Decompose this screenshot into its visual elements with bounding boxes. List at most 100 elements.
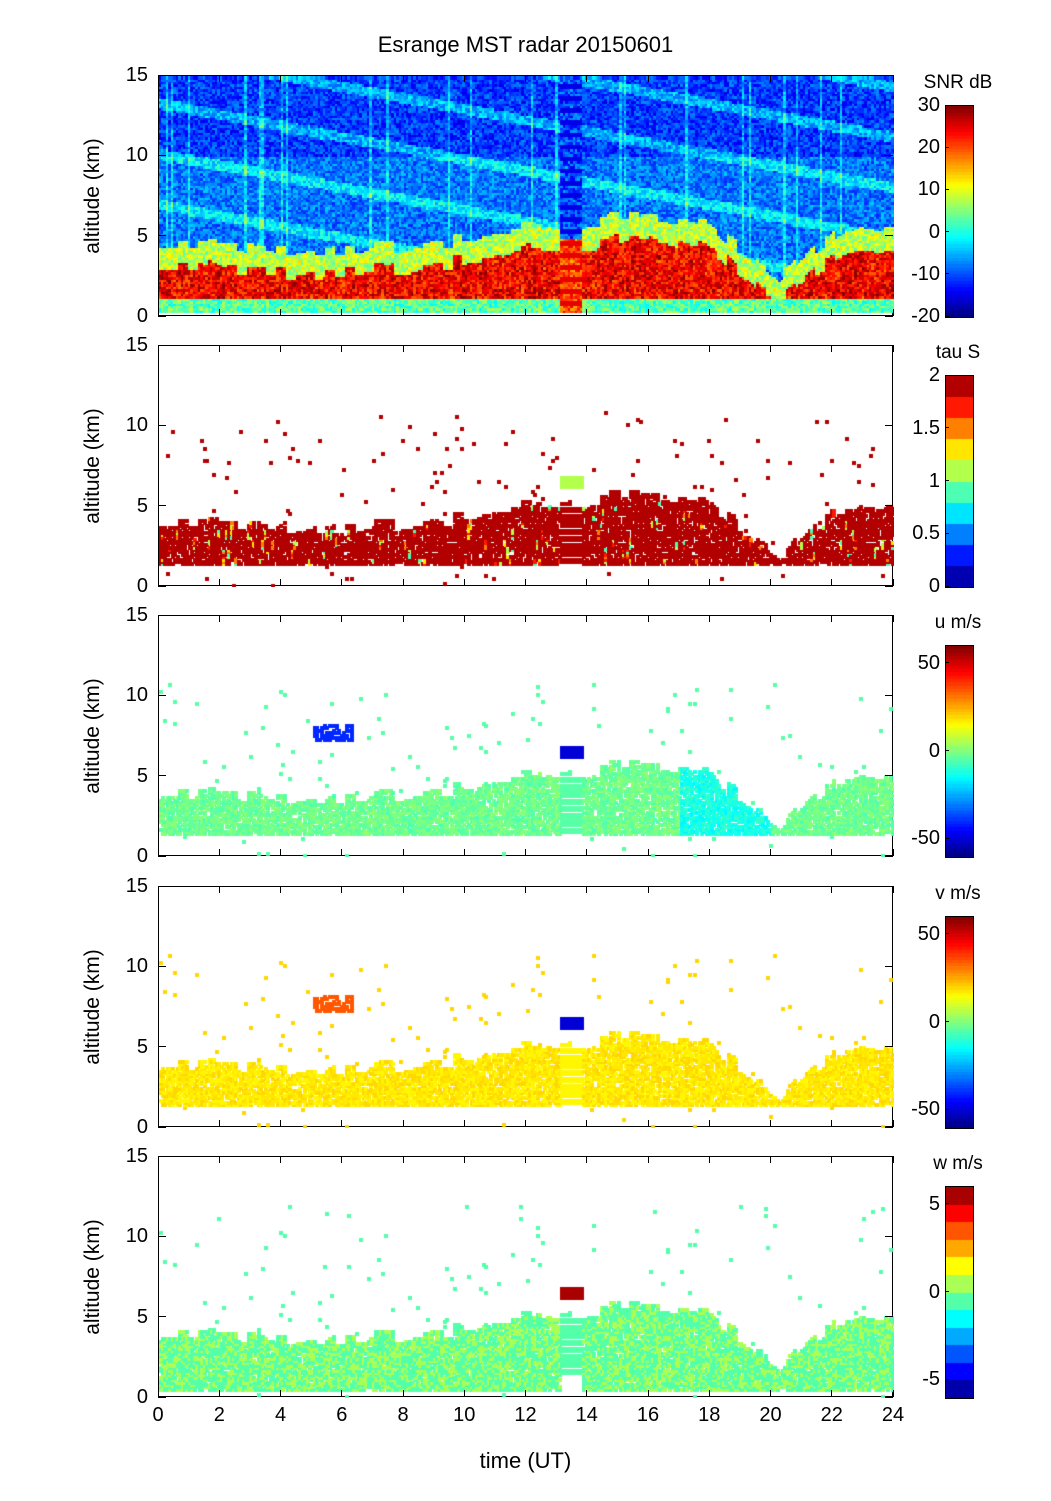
colorbar-tick — [945, 273, 949, 275]
y-tick-right — [885, 585, 893, 587]
y-tick — [158, 965, 166, 967]
x-tick-top — [402, 75, 404, 82]
y-tick — [158, 614, 166, 616]
x-tick-top — [892, 886, 894, 893]
x-tick-top — [647, 345, 649, 352]
y-tick-right — [885, 1235, 893, 1237]
x-tick-top — [525, 345, 526, 352]
x-tick — [770, 309, 771, 316]
x-tick-label: 12 — [514, 1404, 537, 1426]
colorbar-tick-label: -50 — [911, 1098, 940, 1121]
x-tick-top — [586, 75, 588, 82]
y-tick — [158, 1316, 166, 1318]
colorbar-label: w m/s — [933, 1153, 983, 1174]
colorbar-tick-label: 0 — [928, 575, 940, 597]
y-tick-right — [885, 315, 893, 317]
y-axis-label: altitude (km) — [81, 137, 104, 254]
colorbar-tick-label: -20 — [911, 305, 940, 327]
x-tick-label: 22 — [820, 1404, 843, 1426]
x-tick-top — [341, 1156, 343, 1163]
y-tick — [158, 1235, 166, 1237]
x-tick-top — [341, 75, 343, 82]
x-tick-top — [892, 1156, 894, 1163]
x-tick-top — [218, 886, 220, 893]
x-tick — [463, 309, 465, 316]
x-tick — [586, 309, 588, 316]
x-tick-top — [647, 615, 649, 622]
colorbar-tick-label: -50 — [911, 827, 940, 850]
y-tick-label: 10 — [125, 144, 148, 167]
x-tick-top — [831, 615, 833, 622]
colorbar-tick — [945, 1378, 949, 1380]
x-tick-top — [341, 345, 343, 352]
y-tick — [158, 775, 166, 777]
x-tick — [770, 579, 771, 586]
y-tick-label: 0 — [136, 1116, 148, 1138]
x-tick-top — [770, 75, 771, 82]
y-tick-label: 15 — [125, 1145, 148, 1167]
x-tick — [892, 579, 894, 586]
y-tick-label: 10 — [125, 1225, 148, 1248]
x-tick-top — [525, 615, 526, 622]
colorbar-tick-label: -10 — [911, 262, 940, 285]
y-tick-label: 0 — [136, 845, 148, 867]
x-tick-top — [708, 75, 710, 82]
x-tick — [892, 1390, 894, 1397]
y-axis-label: altitude (km) — [81, 948, 104, 1065]
y-tick — [158, 505, 166, 507]
x-tick-label: 2 — [213, 1404, 225, 1426]
x-tick — [831, 309, 833, 316]
y-tick — [158, 1396, 166, 1398]
x-tick — [280, 1120, 281, 1127]
y-tick-label: 5 — [136, 224, 148, 247]
x-tick-top — [770, 886, 771, 893]
y-tick-label: 15 — [125, 334, 148, 356]
colorbar-label: u m/s — [934, 612, 982, 633]
heatmap-tau — [159, 346, 894, 587]
x-tick-top — [708, 615, 710, 622]
colorbar-tick-label: 1 — [928, 469, 940, 492]
colorbar-tau — [945, 375, 974, 588]
colorbar-tick — [945, 662, 949, 664]
colorbar-tick-label: 30 — [917, 94, 940, 116]
y-tick-label: 5 — [136, 1305, 148, 1328]
colorbar-tick-label: -5 — [922, 1368, 940, 1391]
x-tick-label: 8 — [397, 1404, 409, 1426]
y-tick-right — [885, 694, 893, 696]
x-tick — [708, 849, 710, 856]
colorbar-tick — [945, 1021, 949, 1022]
y-tick — [158, 885, 166, 887]
x-tick-top — [708, 886, 710, 893]
x-tick — [157, 849, 159, 856]
panel-w — [158, 1156, 894, 1398]
x-tick-top — [647, 1156, 649, 1163]
colorbar-tick — [945, 1203, 949, 1205]
x-tick — [341, 849, 343, 856]
x-tick-top — [218, 75, 220, 82]
colorbar-tick — [945, 104, 949, 106]
x-tick — [647, 849, 649, 856]
x-tick-top — [892, 345, 894, 352]
colorbar-tick — [945, 231, 949, 233]
x-tick — [586, 579, 588, 586]
x-tick — [218, 1390, 220, 1397]
y-tick-label: 15 — [125, 604, 148, 626]
y-tick — [158, 74, 166, 76]
y-axis-label: altitude (km) — [81, 677, 104, 794]
x-tick-top — [218, 1156, 220, 1163]
heatmap-v — [159, 887, 894, 1128]
colorbar-u — [945, 645, 974, 858]
x-tick-top — [525, 1156, 526, 1163]
x-tick — [770, 1120, 771, 1127]
y-tick — [158, 315, 166, 317]
x-tick-top — [770, 1156, 771, 1163]
y-tick — [158, 235, 166, 237]
x-tick-top — [831, 886, 833, 893]
colorbar-tick-label: 0 — [928, 739, 940, 762]
x-tick — [280, 849, 281, 856]
colorbar-tick-label: 5 — [928, 1192, 940, 1215]
colorbar-tick-label: 10 — [917, 178, 940, 201]
x-tick-top — [708, 345, 710, 352]
colorbar-tick — [945, 933, 949, 935]
